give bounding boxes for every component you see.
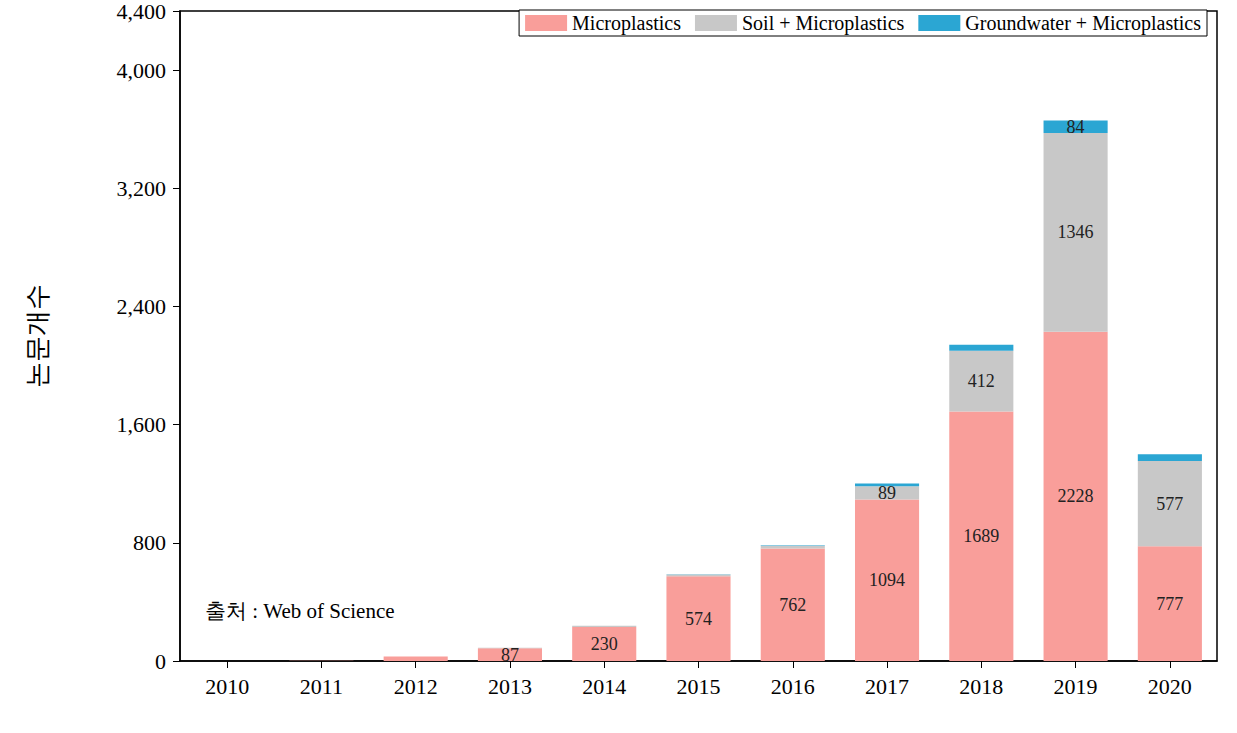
svg-text:2018: 2018 <box>959 674 1003 699</box>
svg-text:0: 0 <box>155 649 166 674</box>
svg-text:762: 762 <box>779 595 806 615</box>
svg-text:2016: 2016 <box>771 674 815 699</box>
svg-text:2010: 2010 <box>205 674 249 699</box>
svg-text:2013: 2013 <box>488 674 532 699</box>
svg-text:2011: 2011 <box>300 674 343 699</box>
svg-text:3,200: 3,200 <box>117 176 167 201</box>
svg-text:800: 800 <box>133 530 166 555</box>
svg-text:Soil + Microplastics: Soil + Microplastics <box>742 12 905 35</box>
svg-text:1,600: 1,600 <box>117 412 167 437</box>
svg-text:2020: 2020 <box>1148 674 1192 699</box>
svg-text:4,000: 4,000 <box>117 58 167 83</box>
svg-text:2,400: 2,400 <box>117 294 167 319</box>
svg-text:Microplastics: Microplastics <box>572 12 681 35</box>
svg-text:84: 84 <box>1067 117 1085 137</box>
svg-text:1094: 1094 <box>869 570 905 590</box>
svg-text:출처 : Web of Science: 출처 : Web of Science <box>205 599 395 623</box>
svg-text:1689: 1689 <box>963 526 999 546</box>
svg-text:577: 577 <box>1156 494 1183 514</box>
svg-text:2014: 2014 <box>582 674 626 699</box>
svg-text:574: 574 <box>685 609 712 629</box>
svg-text:2019: 2019 <box>1054 674 1098 699</box>
svg-text:87: 87 <box>501 645 519 665</box>
svg-text:2012: 2012 <box>394 674 438 699</box>
svg-text:2017: 2017 <box>865 674 909 699</box>
svg-text:230: 230 <box>591 634 618 654</box>
svg-text:4,400: 4,400 <box>117 0 167 24</box>
svg-text:777: 777 <box>1156 594 1183 614</box>
svg-text:412: 412 <box>968 371 995 391</box>
svg-text:2015: 2015 <box>677 674 721 699</box>
svg-text:89: 89 <box>878 483 896 503</box>
svg-text:Groundwater + Microplastics: Groundwater + Microplastics <box>965 12 1201 35</box>
svg-text:1346: 1346 <box>1058 222 1094 242</box>
svg-text:논문개수: 논문개수 <box>23 284 52 388</box>
svg-text:2228: 2228 <box>1058 486 1094 506</box>
